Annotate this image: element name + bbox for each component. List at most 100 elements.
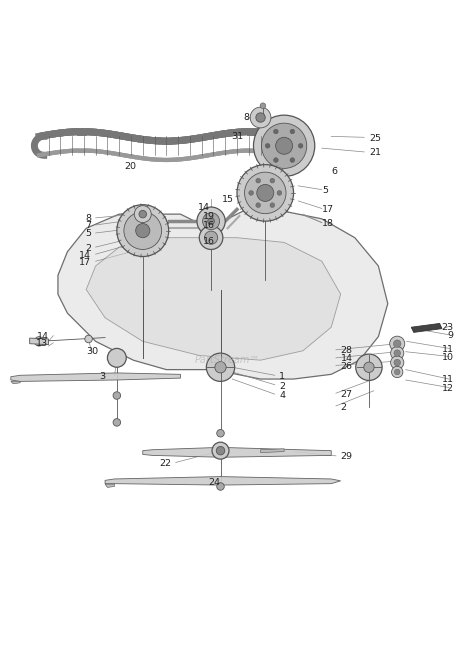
Polygon shape <box>30 338 48 344</box>
Circle shape <box>391 356 404 369</box>
Circle shape <box>217 430 224 437</box>
Text: 2: 2 <box>85 244 91 253</box>
Circle shape <box>245 172 286 213</box>
Circle shape <box>117 204 169 257</box>
Text: 20: 20 <box>124 163 136 172</box>
Circle shape <box>260 103 266 108</box>
Circle shape <box>394 359 401 366</box>
Text: 8: 8 <box>85 214 91 223</box>
Circle shape <box>262 123 307 168</box>
Circle shape <box>250 107 271 128</box>
Text: 24: 24 <box>209 478 221 487</box>
Circle shape <box>208 218 214 224</box>
Circle shape <box>393 340 401 348</box>
Circle shape <box>276 137 292 154</box>
Text: 27: 27 <box>341 390 353 399</box>
Polygon shape <box>261 449 284 453</box>
Text: 11: 11 <box>442 375 454 384</box>
Circle shape <box>35 337 44 346</box>
Circle shape <box>273 158 278 163</box>
Circle shape <box>298 143 303 148</box>
Text: 23: 23 <box>442 322 454 332</box>
Circle shape <box>113 392 120 399</box>
Text: 14: 14 <box>198 203 210 212</box>
Text: 15: 15 <box>221 195 234 204</box>
Circle shape <box>265 143 270 148</box>
Text: 18: 18 <box>322 219 334 228</box>
Circle shape <box>270 178 275 183</box>
Text: 21: 21 <box>369 148 381 157</box>
Text: 11: 11 <box>442 345 454 354</box>
Circle shape <box>290 129 295 134</box>
Circle shape <box>290 158 295 163</box>
Text: 29: 29 <box>341 452 353 461</box>
Circle shape <box>108 348 126 367</box>
Polygon shape <box>11 381 20 384</box>
Text: 14: 14 <box>36 332 48 341</box>
Circle shape <box>197 207 225 235</box>
Text: 6: 6 <box>331 167 337 176</box>
Circle shape <box>270 203 275 208</box>
Circle shape <box>113 419 120 426</box>
Circle shape <box>206 353 235 381</box>
Text: 16: 16 <box>203 221 215 230</box>
Polygon shape <box>105 484 115 488</box>
Text: 17: 17 <box>79 258 91 266</box>
Circle shape <box>356 354 382 381</box>
Circle shape <box>392 366 403 377</box>
Text: 8: 8 <box>244 113 249 122</box>
Text: PartStream™: PartStream™ <box>195 355 260 365</box>
Circle shape <box>204 231 218 244</box>
Text: 5: 5 <box>85 230 91 239</box>
Circle shape <box>364 362 374 372</box>
Circle shape <box>216 446 225 455</box>
Polygon shape <box>105 477 341 485</box>
Polygon shape <box>86 237 341 360</box>
Text: 14: 14 <box>341 354 353 363</box>
Text: 16: 16 <box>203 237 215 246</box>
Circle shape <box>394 350 401 357</box>
Polygon shape <box>143 448 331 457</box>
Text: 26: 26 <box>341 362 353 371</box>
Circle shape <box>237 164 293 221</box>
Circle shape <box>256 178 261 183</box>
Text: 5: 5 <box>322 186 328 195</box>
Circle shape <box>202 213 219 230</box>
Circle shape <box>257 184 274 201</box>
Text: 17: 17 <box>322 205 334 214</box>
Text: 7: 7 <box>85 221 91 230</box>
Text: 31: 31 <box>231 132 243 141</box>
Text: 2: 2 <box>341 403 346 412</box>
Circle shape <box>215 362 226 373</box>
Text: 3: 3 <box>99 372 105 381</box>
Text: 28: 28 <box>341 346 353 355</box>
Text: 19: 19 <box>203 212 215 221</box>
Circle shape <box>254 115 315 177</box>
Circle shape <box>277 190 282 195</box>
Text: 10: 10 <box>442 353 454 362</box>
Circle shape <box>134 206 151 223</box>
Circle shape <box>394 369 400 375</box>
Circle shape <box>136 224 150 237</box>
Text: 13: 13 <box>36 339 48 348</box>
Polygon shape <box>411 323 442 332</box>
Text: 30: 30 <box>86 347 98 356</box>
Circle shape <box>217 482 224 490</box>
Circle shape <box>124 212 162 250</box>
Circle shape <box>391 346 404 360</box>
Circle shape <box>256 113 265 123</box>
Polygon shape <box>58 210 388 379</box>
Circle shape <box>199 226 223 250</box>
Circle shape <box>249 190 254 195</box>
Text: 25: 25 <box>369 134 381 143</box>
Text: 2: 2 <box>279 382 285 391</box>
Text: 14: 14 <box>79 251 91 260</box>
Polygon shape <box>11 373 181 381</box>
Text: 9: 9 <box>448 331 454 340</box>
Text: 4: 4 <box>279 391 285 400</box>
Text: 1: 1 <box>279 372 285 381</box>
Text: 12: 12 <box>442 384 454 393</box>
Circle shape <box>390 336 405 352</box>
Circle shape <box>85 335 92 342</box>
Circle shape <box>256 203 261 208</box>
